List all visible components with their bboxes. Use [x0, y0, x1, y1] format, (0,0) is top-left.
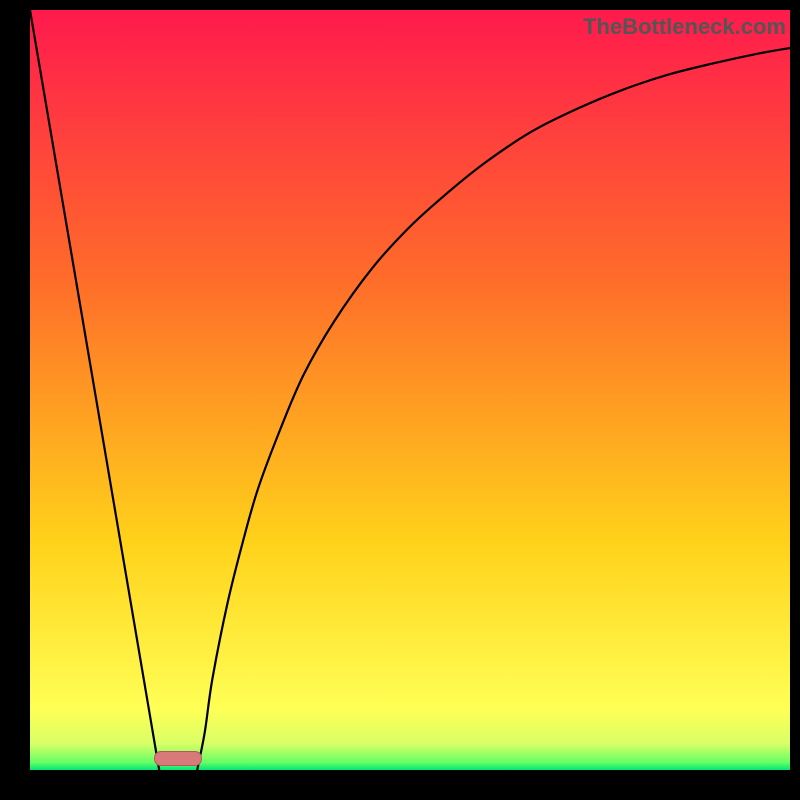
right-curve — [197, 48, 790, 770]
frame-top — [0, 0, 800, 10]
attribution-text: TheBottleneck.com — [583, 14, 786, 40]
frame-bottom — [0, 770, 800, 800]
left-line — [30, 10, 159, 770]
curve-layer — [0, 0, 800, 800]
frame-left — [0, 0, 30, 800]
chart-container: TheBottleneck.com — [0, 0, 800, 800]
bottleneck-marker — [154, 751, 202, 766]
frame-right — [790, 0, 800, 800]
